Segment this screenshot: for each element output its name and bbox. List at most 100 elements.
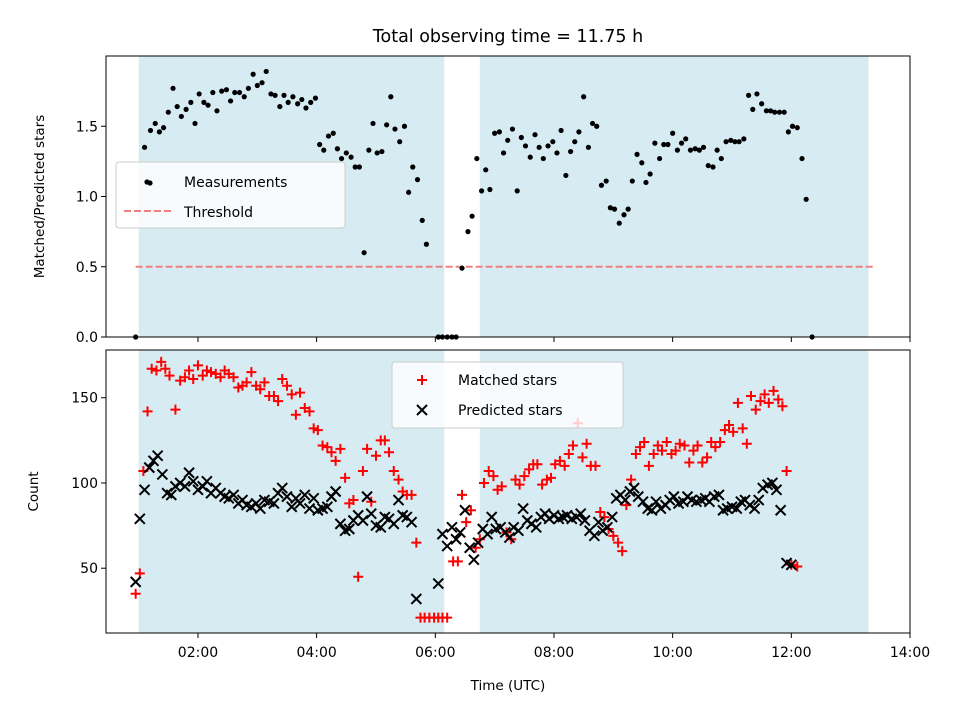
measurement-point bbox=[374, 150, 380, 156]
ratio-legend-box bbox=[115, 161, 346, 229]
measurement-point bbox=[356, 164, 362, 170]
matched-star-point bbox=[763, 397, 774, 408]
matched-star-point bbox=[442, 612, 453, 623]
predicted-star-point bbox=[361, 490, 373, 503]
measurement-point bbox=[469, 213, 475, 219]
measurement-point bbox=[585, 144, 592, 150]
measurement-point bbox=[290, 94, 296, 100]
predicted-star-point bbox=[774, 504, 787, 516]
measurement-point bbox=[634, 151, 640, 157]
measurement-point bbox=[759, 101, 765, 107]
measurement-point bbox=[483, 167, 489, 173]
matched-star-point bbox=[197, 370, 208, 381]
matched-star-point bbox=[406, 489, 417, 500]
matched-star-point bbox=[567, 440, 578, 451]
matched-star-point bbox=[192, 360, 203, 371]
matched-star-point bbox=[353, 571, 364, 582]
predicted-star-point bbox=[365, 507, 377, 520]
predicted-star-point bbox=[388, 518, 400, 530]
predicted-star-point bbox=[592, 516, 605, 528]
measurement-point bbox=[522, 143, 529, 149]
measurement-point bbox=[170, 85, 176, 91]
ratio-legend: Measurements Threshold bbox=[115, 161, 346, 229]
predicted-star-point bbox=[357, 514, 369, 527]
matched-star-point bbox=[595, 506, 606, 517]
matched-star-point bbox=[617, 546, 628, 557]
measurement-point bbox=[639, 160, 645, 166]
measurement-point bbox=[629, 178, 635, 184]
predicted-star-point bbox=[517, 502, 529, 515]
matched-star-point bbox=[510, 474, 521, 485]
measurement-point bbox=[263, 68, 269, 75]
ratio-x-ticks bbox=[197, 337, 911, 342]
matched-star-point bbox=[465, 505, 476, 516]
measurement-point bbox=[178, 113, 184, 120]
matched-star-point bbox=[478, 477, 489, 488]
matched-star-point bbox=[357, 466, 368, 477]
legend-label-predicted-stars: Predicted stars bbox=[458, 403, 563, 419]
chart-title: Total observing time = 11.75 h bbox=[372, 27, 643, 47]
measurement-point bbox=[496, 129, 502, 135]
matched-star-point bbox=[710, 442, 721, 453]
measurement-point bbox=[379, 148, 385, 155]
measurement-point bbox=[550, 139, 556, 145]
measurement-point bbox=[487, 186, 493, 193]
matched-star-point bbox=[563, 448, 574, 459]
predicted-star-point bbox=[254, 502, 266, 515]
time-x-tick-label: 12:00 bbox=[771, 645, 811, 661]
matched-star-point bbox=[773, 394, 784, 405]
predicted-star-point bbox=[432, 577, 444, 590]
measurement-point bbox=[419, 217, 425, 223]
measurement-point bbox=[576, 129, 582, 135]
measurement-point bbox=[277, 103, 283, 110]
ratio-y-ticks: 0.0 0.5 1.0 1.5 bbox=[76, 119, 106, 346]
measurement-point bbox=[192, 120, 198, 127]
predicted-star-point bbox=[450, 533, 462, 545]
count-legend-box bbox=[391, 361, 624, 429]
measurement-point bbox=[410, 164, 416, 170]
matched-star-point bbox=[741, 438, 752, 449]
measurement-point bbox=[236, 89, 243, 96]
measurement-point bbox=[406, 189, 412, 195]
predicted-star-point bbox=[392, 494, 405, 506]
measurement-point bbox=[607, 205, 613, 211]
measurement-point bbox=[352, 164, 358, 170]
measurement-point bbox=[509, 126, 516, 132]
predicted-star-point bbox=[187, 475, 199, 487]
measurement-point bbox=[789, 123, 796, 129]
predicted-star-point bbox=[485, 511, 498, 523]
matched-star-point bbox=[635, 442, 646, 453]
matched-star-point bbox=[679, 440, 690, 451]
measurement-point bbox=[554, 150, 560, 156]
measurement-point bbox=[334, 146, 341, 152]
matched-star-point bbox=[661, 437, 672, 448]
legend-label-threshold: Threshold bbox=[183, 205, 253, 221]
matched-star-point bbox=[581, 438, 592, 449]
matched-star-point bbox=[750, 404, 761, 415]
matched-star-point bbox=[674, 438, 685, 449]
measurement-point bbox=[232, 89, 238, 96]
measurement-point bbox=[732, 139, 738, 145]
measurement-point bbox=[674, 147, 681, 153]
predicted-star-point bbox=[276, 482, 288, 494]
matched-star-point bbox=[255, 384, 266, 395]
predicted-star-point bbox=[441, 540, 453, 552]
matched-star-point bbox=[335, 443, 346, 454]
count-panel-frame bbox=[105, 349, 911, 634]
time-x-tick-label: 02:00 bbox=[178, 645, 218, 661]
measurement-point bbox=[545, 143, 551, 149]
measurement-point bbox=[567, 148, 574, 155]
measurement-point bbox=[330, 130, 336, 136]
matched-star-point bbox=[737, 423, 748, 434]
legend-entry-threshold: Threshold bbox=[124, 205, 253, 221]
matched-star-point bbox=[170, 404, 181, 415]
matched-star-point bbox=[317, 440, 328, 451]
measurement-point bbox=[532, 132, 538, 138]
matched-star-point bbox=[340, 472, 351, 483]
measurement-point bbox=[384, 122, 390, 128]
matched-star-point bbox=[670, 445, 681, 456]
measurement-point bbox=[536, 144, 542, 150]
matched-star-point bbox=[295, 387, 306, 398]
matched-star-point bbox=[215, 372, 226, 383]
matched-star-point bbox=[188, 373, 199, 384]
